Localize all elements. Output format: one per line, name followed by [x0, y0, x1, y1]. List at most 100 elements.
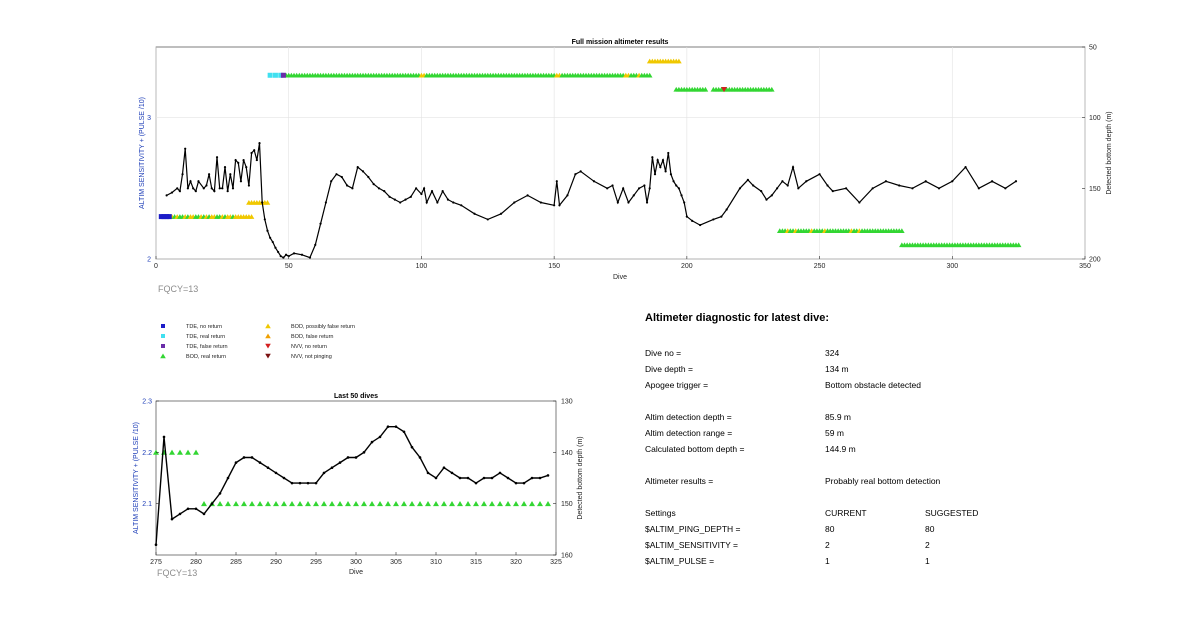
x-tick-label: 250 [814, 263, 826, 270]
full-mission-x-label: Dive [613, 274, 627, 281]
depth-point [290, 481, 294, 485]
depth-point [442, 466, 446, 470]
depth-point [1004, 187, 1007, 190]
bod-marker [425, 500, 431, 507]
nvv-marker [721, 87, 728, 93]
tde-marker [161, 214, 167, 220]
depth-point [261, 201, 264, 204]
depth-point [324, 201, 327, 204]
diag-label: Altim detection range = [645, 428, 733, 438]
bod-marker [481, 500, 487, 507]
legend-triangle-icon [265, 353, 271, 359]
depth-point [300, 253, 304, 256]
bod-marker [225, 500, 231, 507]
setting-suggested: 80 [925, 524, 935, 534]
bod-marker [465, 500, 471, 507]
depth-point [643, 184, 646, 187]
bod-marker [505, 500, 511, 507]
depth-point [279, 255, 282, 258]
depth-point [314, 243, 317, 246]
setting-label: $ALTIM_SENSITIVITY = [645, 540, 738, 550]
depth-point [632, 194, 635, 197]
x-tick-label: 150 [548, 263, 560, 270]
last-50-dives-x-ticks: 275 280 285 290 295 300 305 310 315 320 325 [150, 552, 562, 566]
settings-header-label: Settings [645, 508, 676, 518]
depth-point [680, 194, 683, 197]
depth-point [558, 204, 561, 207]
tde-marker [166, 214, 172, 220]
depth-point [522, 481, 526, 485]
depth-point [436, 201, 439, 204]
depth-point [415, 187, 418, 190]
depth-point [482, 476, 486, 480]
last-50-dives-y-label: ALTIM SENSITIVITY + (PULSE /10) [133, 422, 140, 534]
depth-point [977, 187, 980, 190]
depth-point [274, 246, 277, 249]
depth-point [486, 218, 489, 221]
depth-point [685, 215, 688, 218]
depth-point [818, 173, 821, 176]
setting-current: 80 [825, 524, 835, 534]
legend-triangle-icon [265, 323, 271, 329]
depth-point [322, 471, 326, 475]
depth-point [394, 425, 398, 428]
bod-marker [457, 500, 463, 507]
diag-label: Calculated bottom depth = [645, 444, 745, 454]
depth-point [330, 180, 333, 183]
depth-point [269, 236, 272, 239]
depth-point [546, 474, 550, 477]
depth-point [781, 180, 784, 183]
depth-series-line [155, 426, 549, 545]
depth-point [266, 229, 269, 232]
depth-point [460, 204, 463, 207]
depth-point [239, 180, 243, 183]
depth-point [218, 187, 221, 190]
x-tick-label: 280 [190, 559, 202, 566]
depth-point [538, 476, 542, 480]
depth-point [250, 456, 254, 459]
setting-suggested: 1 [925, 556, 930, 566]
depth-point [247, 184, 250, 187]
y-tick-label: 2 [147, 257, 151, 264]
depth-point [725, 208, 728, 211]
setting-label: $ALTIM_PING_DEPTH = [645, 524, 741, 534]
bod-marker [361, 500, 367, 507]
depth-point [530, 476, 534, 480]
diag-value: 324 [825, 348, 840, 358]
depth-point [170, 191, 174, 194]
depth-point [234, 461, 238, 464]
bod-marker [768, 86, 775, 92]
depth-point [377, 187, 381, 190]
depth-point [579, 170, 582, 173]
bod-marker [185, 449, 191, 455]
bod-marker [521, 500, 527, 507]
depth-point [797, 187, 800, 190]
full-mission-y-label: ALTIM SENSITIVITY + (PULSE /10) [139, 97, 146, 209]
depth-point [361, 170, 365, 173]
diag-label: Apogee trigger = [645, 380, 709, 390]
depth-point [242, 158, 245, 162]
depth-point [234, 158, 237, 162]
depth-point [218, 492, 222, 495]
x-tick-label: 275 [150, 559, 162, 566]
depth-point [441, 190, 444, 193]
bod-marker [169, 449, 175, 455]
legend-triangle-icon [265, 343, 271, 349]
depth-point [776, 187, 779, 190]
tde-marker [164, 214, 170, 220]
depth-point [194, 507, 198, 511]
last-50-dives-chart: Last 50 dives 275 280 285 290 295 300 305 310 31… [133, 393, 584, 578]
bod-marker [177, 449, 183, 455]
depth-point [192, 187, 195, 190]
full-mission-plot-area [155, 46, 1086, 260]
bod-marker [646, 72, 653, 78]
depth-point [263, 218, 266, 221]
depth-point [184, 147, 187, 150]
diag-value: 85.9 m [825, 412, 851, 422]
x-tick-label: 320 [510, 559, 522, 566]
depth-point [845, 187, 848, 190]
diag-label: Dive no = [645, 348, 682, 358]
depth-point [274, 471, 278, 475]
bod-marker [702, 86, 709, 92]
